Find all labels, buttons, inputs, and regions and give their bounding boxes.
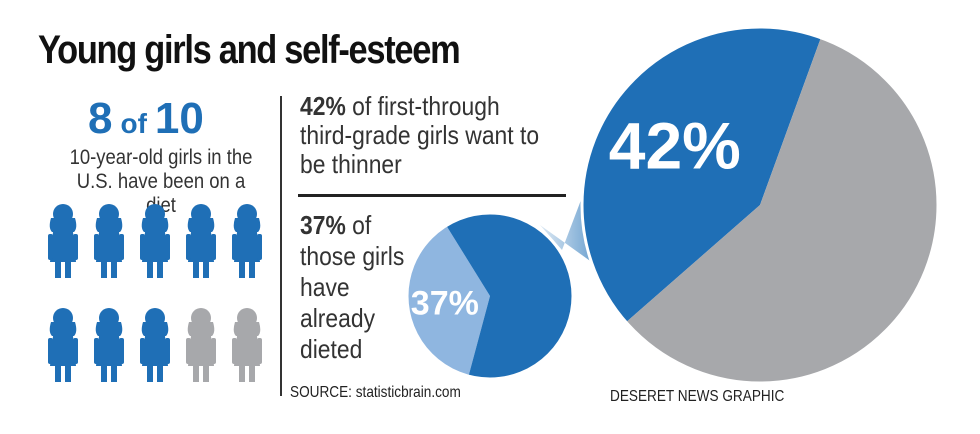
stat-count: 8: [88, 94, 113, 143]
girl-icon-7: [140, 308, 170, 382]
stat-of: of: [120, 108, 147, 139]
text-37-percent: 37% of those girls have already dieted: [300, 210, 414, 365]
girl-icon-3: [186, 204, 216, 278]
pie0-slice-1: [626, 37, 938, 384]
text-37-rest: of those girls have already dieted: [300, 210, 405, 364]
text-37-bold: 37%: [300, 210, 346, 240]
credit-text: DESERET NEWS GRAPHIC: [610, 388, 785, 405]
girl-icon-1: [94, 204, 124, 278]
girl-icon-0: [48, 204, 78, 278]
girl-icon-9: [232, 308, 262, 382]
page-title: Young girls and self-esteem: [38, 28, 461, 72]
stat-headline: 8 of 10: [88, 94, 238, 144]
pie1-slice-1: [446, 212, 573, 379]
source-text: SOURCE: statisticbrain.com: [290, 384, 461, 401]
girl-icon-6: [94, 308, 124, 382]
pie0-outline: [580, 25, 940, 385]
stat-total: 10: [154, 94, 204, 143]
text-42-rest: of first-through third-grade girls want …: [300, 91, 540, 179]
pie1-outline: [405, 211, 575, 381]
girl-icon-8: [186, 308, 216, 382]
pie0-label: 42%: [609, 109, 741, 183]
girl-icon-2: [140, 204, 170, 278]
pie1-slice-0: [406, 225, 490, 377]
text-42-bold: 42%: [300, 91, 346, 121]
pie0-slice-0: [582, 27, 821, 323]
horizontal-divider: [298, 194, 566, 197]
girl-icon-4: [232, 204, 262, 278]
vertical-divider: [280, 96, 282, 396]
girl-icons-group: [48, 204, 262, 382]
text-42-percent: 42% of first-through third-grade girls w…: [300, 92, 555, 179]
pie1-label: 37%: [411, 285, 479, 323]
girl-icon-5: [48, 308, 78, 382]
